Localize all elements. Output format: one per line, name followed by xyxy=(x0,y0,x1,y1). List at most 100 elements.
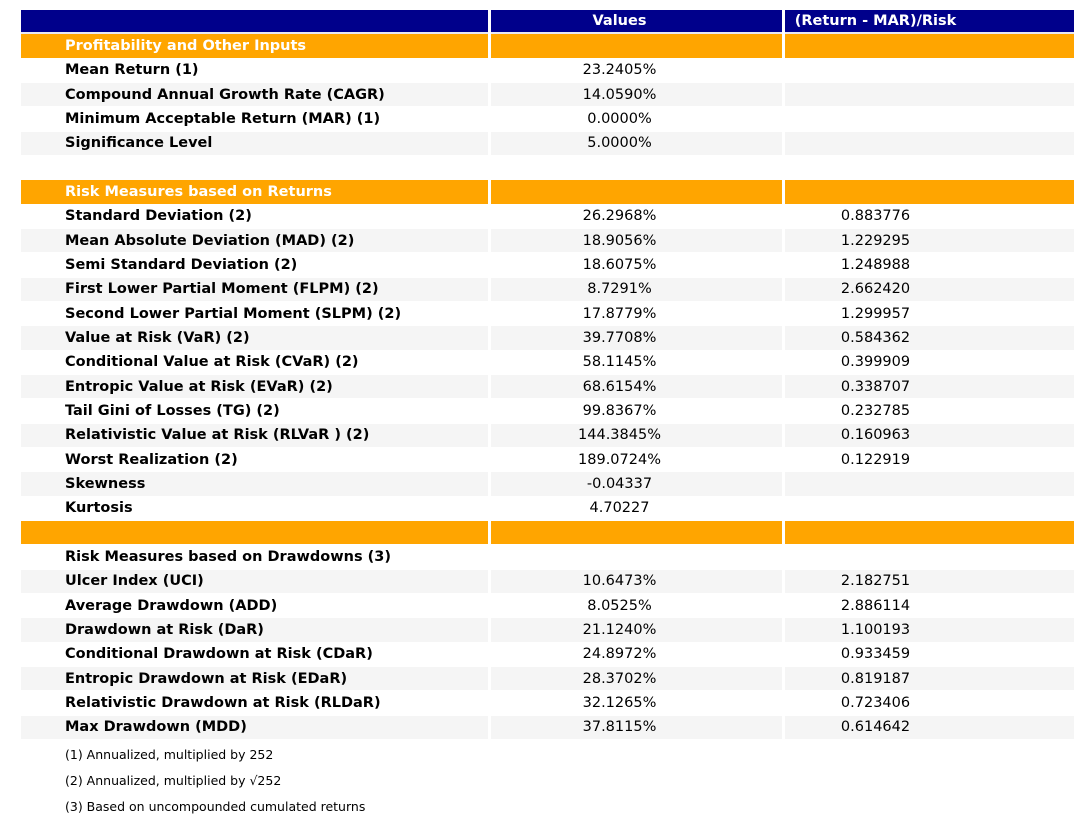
row-label: Risk Measures based on Returns xyxy=(21,180,488,205)
table-row: Standard Deviation (2) 26.2968% 0.883776 xyxy=(21,205,1074,229)
footnote-annualized-252: (1) Annualized, multiplied by 252 xyxy=(65,747,274,762)
row-label: Minimum Acceptable Return (MAR) (1) xyxy=(21,107,488,132)
row-label: Entropic Drawdown at Risk (EDaR) xyxy=(21,666,488,692)
table-row: Significance Level 5.0000% xyxy=(21,131,1074,156)
footnotes: (1) Annualized, multiplied by 252 (2) An… xyxy=(65,742,365,820)
row-ratio: 2.886114 xyxy=(785,594,1074,619)
row-ratio xyxy=(785,472,1074,497)
table-row: Risk Measures based on Drawdowns (3) xyxy=(21,545,1074,570)
row-value: 21.1240% xyxy=(491,618,782,643)
table-row: First Lower Partial Moment (FLPM) (2) 8.7… xyxy=(21,277,1074,302)
row-value: 18.6075% xyxy=(491,253,782,278)
table-row: Relativistic Value at Risk (RLVaR ) (2) 1… xyxy=(21,423,1074,448)
row-label xyxy=(21,10,488,35)
row-ratio: 0.399909 xyxy=(785,351,1074,375)
table-row: Compound Annual Growth Rate (CAGR) 14.059… xyxy=(21,82,1074,108)
row-ratio: 0.614642 xyxy=(785,715,1074,740)
row-ratio: 0.122919 xyxy=(785,448,1074,473)
column-header-value: Values xyxy=(491,10,782,35)
risk-metrics-table: Values (Return - MAR)/Risk Profitability a… xyxy=(21,10,1074,740)
row-label: Relativistic Drawdown at Risk (RLDaR) xyxy=(21,691,488,716)
row-ratio xyxy=(785,131,1074,156)
row-label: Skewness xyxy=(21,472,488,497)
row-label: Tail Gini of Losses (TG) (2) xyxy=(21,399,488,424)
row-ratio xyxy=(785,545,1074,570)
section-header-row: Profitability and Other Inputs xyxy=(21,34,1074,59)
table-row: Entropic Drawdown at Risk (EDaR) 28.3702%… xyxy=(21,666,1074,692)
row-ratio xyxy=(785,520,1074,546)
row-ratio: 2.662420 xyxy=(785,277,1074,302)
row-value: 68.6154% xyxy=(491,374,782,400)
table-row: Conditional Drawdown at Risk (CDaR) 24.89… xyxy=(21,643,1074,667)
row-ratio: 0.338707 xyxy=(785,374,1074,400)
section-header-row xyxy=(21,520,1074,546)
row-ratio xyxy=(785,180,1074,205)
table-row: Max Drawdown (MDD) 37.8115% 0.614642 xyxy=(21,715,1074,740)
table-row: Drawdown at Risk (DaR) 21.1240% 1.100193 xyxy=(21,618,1074,643)
row-value xyxy=(491,180,782,205)
row-ratio: 1.100193 xyxy=(785,618,1074,643)
row-ratio: 0.723406 xyxy=(785,691,1074,716)
table-row: Value at Risk (VaR) (2) 39.7708% 0.584362 xyxy=(21,326,1074,351)
row-value: 144.3845% xyxy=(491,423,782,448)
table-row: Tail Gini of Losses (TG) (2) 99.8367% 0.23… xyxy=(21,399,1074,424)
table-row: Kurtosis 4.70227 xyxy=(21,497,1074,521)
row-value: 28.3702% xyxy=(491,666,782,692)
row-label: Risk Measures based on Drawdowns (3) xyxy=(21,545,488,570)
table-row: Skewness -0.04337 xyxy=(21,472,1074,497)
spacer-row xyxy=(21,156,1074,181)
row-value: 23.2405% xyxy=(491,59,782,83)
row-value xyxy=(491,156,782,181)
row-ratio xyxy=(785,107,1074,132)
row-value: 189.0724% xyxy=(491,448,782,473)
row-value: -0.04337 xyxy=(491,472,782,497)
row-ratio: 1.248988 xyxy=(785,253,1074,278)
row-ratio: 0.160963 xyxy=(785,423,1074,448)
table-row: Ulcer Index (UCI) 10.6473% 2.182751 xyxy=(21,569,1074,594)
row-label: Kurtosis xyxy=(21,497,488,521)
table-row: Second Lower Partial Moment (SLPM) (2) 17… xyxy=(21,302,1074,327)
row-value xyxy=(491,545,782,570)
row-label: Max Drawdown (MDD) xyxy=(21,715,488,740)
table-row: Worst Realization (2) 189.0724% 0.122919 xyxy=(21,448,1074,473)
section-header-row: Risk Measures based on Returns xyxy=(21,180,1074,205)
row-value: 99.8367% xyxy=(491,399,782,424)
row-label: Second Lower Partial Moment (SLPM) (2) xyxy=(21,302,488,327)
row-label: Drawdown at Risk (DaR) xyxy=(21,618,488,643)
row-value: 4.70227 xyxy=(491,497,782,521)
row-ratio: 1.229295 xyxy=(785,228,1074,254)
table-row: Mean Absolute Deviation (MAD) (2) 18.9056… xyxy=(21,228,1074,254)
row-value: 8.0525% xyxy=(491,594,782,619)
row-label: First Lower Partial Moment (FLPM) (2) xyxy=(21,277,488,302)
row-value: 18.9056% xyxy=(491,228,782,254)
table-row: Relativistic Drawdown at Risk (RLDaR) 32.… xyxy=(21,691,1074,716)
row-ratio xyxy=(785,156,1074,181)
row-value: 14.0590% xyxy=(491,82,782,108)
row-label: Worst Realization (2) xyxy=(21,448,488,473)
row-label: Ulcer Index (UCI) xyxy=(21,569,488,594)
row-label: Conditional Drawdown at Risk (CDaR) xyxy=(21,643,488,667)
row-ratio xyxy=(785,34,1074,59)
footnote-annualized-sqrt252: (2) Annualized, multiplied by √252 xyxy=(65,773,282,788)
column-header-ratio: (Return - MAR)/Risk xyxy=(785,10,1074,35)
row-label: Mean Absolute Deviation (MAD) (2) xyxy=(21,228,488,254)
row-value: 32.1265% xyxy=(491,691,782,716)
footnote-uncompounded: (3) Based on uncompounded cumulated retu… xyxy=(65,799,366,814)
row-value: 5.0000% xyxy=(491,131,782,156)
row-ratio: 0.584362 xyxy=(785,326,1074,351)
table-row: Mean Return (1) 23.2405% xyxy=(21,59,1074,83)
row-value: 10.6473% xyxy=(491,569,782,594)
table-row: Minimum Acceptable Return (MAR) (1) 0.000… xyxy=(21,107,1074,132)
row-ratio: 0.819187 xyxy=(785,666,1074,692)
row-label: Value at Risk (VaR) (2) xyxy=(21,326,488,351)
table-row: Entropic Value at Risk (EVaR) (2) 68.6154… xyxy=(21,374,1074,400)
row-value xyxy=(491,520,782,546)
table-row: Semi Standard Deviation (2) 18.6075% 1.248… xyxy=(21,253,1074,278)
row-value: 37.8115% xyxy=(491,715,782,740)
row-label: Semi Standard Deviation (2) xyxy=(21,253,488,278)
row-label: Average Drawdown (ADD) xyxy=(21,594,488,619)
row-label xyxy=(21,520,488,546)
row-label: Relativistic Value at Risk (RLVaR ) (2) xyxy=(21,423,488,448)
table-header-row: Values (Return - MAR)/Risk xyxy=(21,10,1074,35)
row-label: Standard Deviation (2) xyxy=(21,205,488,229)
